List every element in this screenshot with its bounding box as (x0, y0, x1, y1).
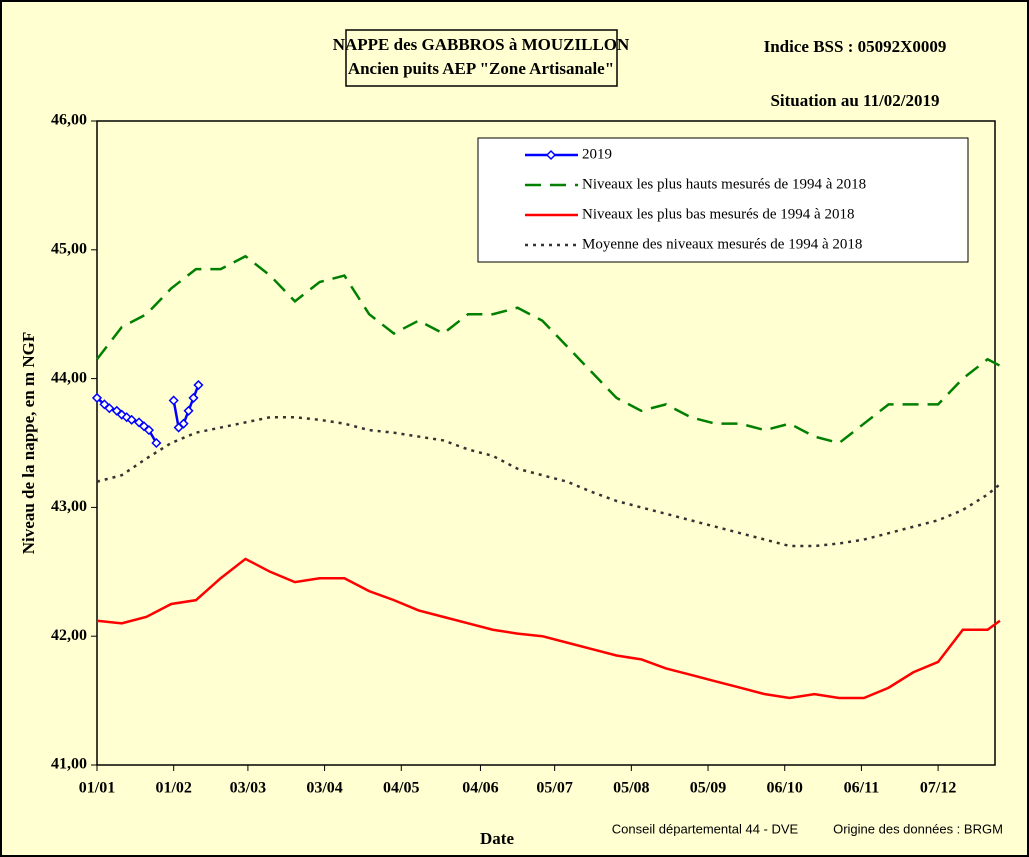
marker (188, 392, 199, 403)
marker (168, 395, 179, 406)
x-tick-label: 03/03 (230, 780, 266, 797)
x-tick-label: 01/02 (155, 780, 191, 797)
y-tick-label: 45,00 (51, 240, 87, 257)
chart-title: Ancien puits AEP "Zone Artisanale" (348, 59, 614, 78)
marker (111, 405, 122, 416)
marker (178, 418, 189, 429)
marker (121, 412, 132, 423)
annotation: Situation au 11/02/2019 (770, 91, 939, 110)
legend-label: Niveaux les plus bas mesurés de 1994 à 2… (582, 206, 854, 222)
y-tick-label: 46,00 (51, 112, 87, 129)
y-tick-label: 44,00 (51, 369, 87, 386)
y-axis-label: Niveau de la nappe, en m NGF (19, 332, 38, 554)
annotation: Conseil départemental 44 - DVE (612, 821, 799, 836)
x-tick-label: 04/05 (383, 780, 419, 797)
marker (193, 379, 204, 391)
x-tick-label: 05/08 (613, 780, 649, 797)
x-tick-label: 03/04 (306, 780, 342, 797)
legend-label: Niveaux les plus hauts mesurés de 1994 à… (582, 176, 866, 192)
series-line (96, 557, 1001, 700)
x-tick-label: 05/09 (690, 780, 726, 797)
marker (104, 403, 115, 414)
marker (91, 392, 103, 403)
marker (126, 414, 137, 425)
x-tick-label: 05/07 (536, 780, 572, 797)
legend-marker (545, 149, 557, 161)
legend-label: 2019 (582, 146, 612, 162)
y-tick-label: 43,00 (51, 498, 87, 515)
x-tick-label: 07/12 (920, 780, 956, 797)
title-box (345, 29, 618, 87)
series-line (96, 415, 1001, 548)
legend-box (477, 137, 969, 263)
legend-label: Moyenne des niveaux mesurés de 1994 à 20… (582, 236, 862, 252)
chart-title: NAPPE des GABBROS à MOUZILLON (333, 35, 630, 54)
x-tick-label: 06/11 (844, 780, 880, 797)
y-tick-label: 41,00 (51, 756, 87, 773)
y-tick-label: 42,00 (51, 627, 87, 644)
marker (138, 421, 150, 432)
marker (183, 405, 194, 416)
x-tick-label: 04/06 (462, 780, 498, 797)
x-axis-label: Date (480, 829, 514, 848)
annotation: Origine des données : BRGM (833, 821, 1003, 836)
x-tick-label: 01/01 (79, 780, 115, 797)
x-tick-label: 06/10 (766, 780, 802, 797)
subtitle: Indice BSS : 05092X0009 (764, 37, 947, 56)
marker (151, 437, 162, 449)
marker (143, 425, 155, 436)
